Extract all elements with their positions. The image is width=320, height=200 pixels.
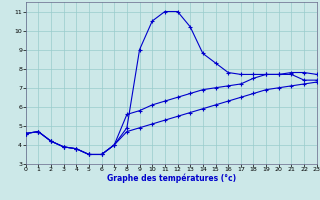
X-axis label: Graphe des températures (°c): Graphe des températures (°c) xyxy=(107,174,236,183)
